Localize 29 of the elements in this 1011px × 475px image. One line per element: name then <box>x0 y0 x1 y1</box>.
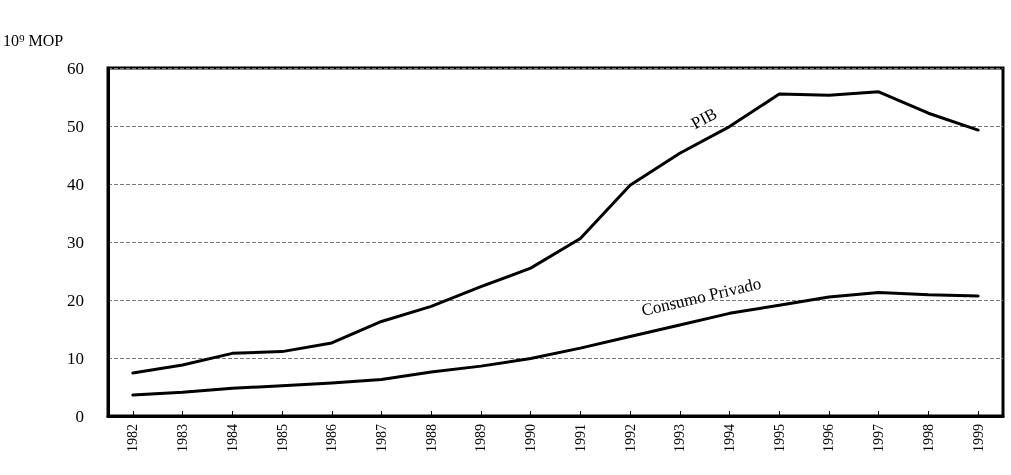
x-tick-label: 1995 <box>771 424 787 452</box>
y-tick-label: 50 <box>67 116 84 136</box>
x-tick-label: 1998 <box>920 424 936 452</box>
y-tick-label: 10 <box>67 348 84 368</box>
x-tick-label: 1993 <box>672 424 688 452</box>
x-tick-label: 1999 <box>970 424 986 452</box>
x-tick-label: 1991 <box>572 424 588 452</box>
y-axis-title: 10⁹ MOP <box>3 31 64 49</box>
text: PIB <box>687 103 721 134</box>
y-tick-label: 60 <box>67 58 84 78</box>
x-tick-label: 1986 <box>324 424 340 452</box>
x-tick-label: 1982 <box>125 424 141 452</box>
text: Consumo Privado <box>639 273 763 320</box>
x-tick-label: 1987 <box>373 424 389 452</box>
line-series <box>131 90 980 375</box>
x-tick-label: 1983 <box>175 424 191 452</box>
y-tick-label: 0 <box>75 406 84 426</box>
y-tick-label: 20 <box>67 290 84 310</box>
x-tick-label: 1985 <box>274 424 290 452</box>
x-tick-label: 1996 <box>821 424 837 452</box>
y-tick-label: 40 <box>67 174 84 194</box>
x-tick-label: 1994 <box>722 424 738 452</box>
x-tick-label: 1984 <box>224 424 240 452</box>
x-tick-label: 1988 <box>423 424 439 452</box>
y-tick-label: 30 <box>67 232 84 252</box>
x-tick-label: 1997 <box>871 424 887 452</box>
x-tick-label: 1990 <box>523 424 539 452</box>
x-tick-label: 1989 <box>473 424 489 452</box>
x-tick-label: 1992 <box>622 424 638 452</box>
